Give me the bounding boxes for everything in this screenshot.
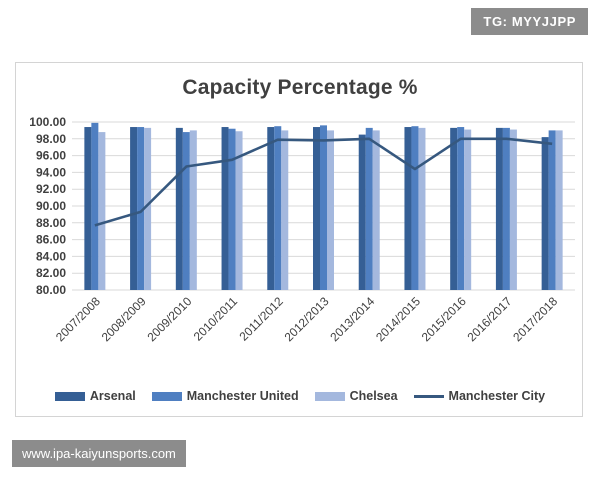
bar-2 bbox=[98, 132, 106, 290]
bar-0 bbox=[358, 134, 366, 290]
bar-2 bbox=[555, 130, 563, 290]
y-tick-label: 92.00 bbox=[36, 182, 66, 196]
bar-2 bbox=[372, 130, 380, 290]
watermark-site-badge: www.ipa-kaiyunsports.com bbox=[12, 440, 186, 467]
bar-2 bbox=[509, 129, 517, 290]
x-tick-label: 2007/2008 bbox=[53, 294, 103, 344]
bar-2 bbox=[281, 130, 289, 290]
bar-1 bbox=[91, 122, 99, 290]
x-tick-label: 2010/2011 bbox=[191, 294, 241, 344]
bar-1 bbox=[457, 127, 465, 290]
watermark-tg-badge: TG: MYYJJPP bbox=[471, 8, 588, 35]
x-tick-label: 2017/2018 bbox=[510, 294, 560, 344]
legend-label-chelsea: Chelsea bbox=[349, 389, 398, 403]
bar-0 bbox=[313, 127, 320, 290]
bar-0 bbox=[84, 127, 92, 290]
x-tick-label: 2016/2017 bbox=[465, 294, 515, 344]
bar-1 bbox=[274, 126, 282, 290]
bar-2 bbox=[235, 131, 243, 290]
bar-2 bbox=[327, 130, 334, 290]
x-tick-label: 2012/2013 bbox=[282, 294, 332, 344]
legend-item-manchester-united: Manchester United bbox=[151, 389, 299, 403]
x-tick-label: 2015/2016 bbox=[419, 294, 469, 344]
bar-2 bbox=[189, 130, 197, 290]
bar-0 bbox=[175, 127, 183, 290]
y-tick-label: 94.00 bbox=[36, 165, 66, 179]
bar-0 bbox=[495, 127, 503, 290]
bar-1 bbox=[502, 127, 510, 290]
bar-1 bbox=[411, 126, 419, 290]
bar-0 bbox=[221, 127, 229, 290]
bar-1 bbox=[228, 128, 236, 290]
legend-item-manchester-city: Manchester City bbox=[413, 389, 546, 403]
legend-label-arsenal: Arsenal bbox=[89, 389, 136, 403]
chart-title: Capacity Percentage % bbox=[182, 76, 418, 99]
bar-1 bbox=[320, 125, 327, 290]
bar-1 bbox=[182, 132, 190, 290]
legend: Arsenal Manchester United Chelsea Manche… bbox=[0, 387, 600, 405]
legend-label-manchester-united: Manchester United bbox=[186, 389, 299, 403]
y-tick-label: 86.00 bbox=[36, 233, 66, 247]
x-tick-label: 2013/2014 bbox=[327, 294, 377, 344]
y-tick-label: 82.00 bbox=[36, 266, 66, 280]
x-tick-label: 2009/2010 bbox=[144, 294, 194, 344]
y-tick-label: 88.00 bbox=[36, 216, 66, 230]
y-tick-label: 90.00 bbox=[36, 199, 66, 213]
bar-0 bbox=[541, 137, 549, 290]
bar-1 bbox=[548, 130, 556, 290]
legend-item-arsenal: Arsenal bbox=[54, 389, 136, 403]
x-tick-label: 2008/2009 bbox=[99, 294, 149, 344]
x-tick-label: 2011/2012 bbox=[237, 294, 287, 344]
bar-0 bbox=[404, 127, 412, 290]
bar-2 bbox=[418, 127, 426, 290]
bar-1 bbox=[365, 127, 373, 290]
x-tick-label: 2014/2015 bbox=[373, 294, 423, 344]
bar-1 bbox=[137, 127, 145, 290]
legend-swatch-manchester-city bbox=[413, 394, 444, 398]
legend-swatch-arsenal bbox=[54, 391, 85, 401]
legend-swatch-manchester-united bbox=[151, 391, 182, 401]
legend-label-manchester-city: Manchester City bbox=[448, 389, 546, 403]
y-tick-label: 80.00 bbox=[36, 283, 66, 297]
bar-0 bbox=[130, 127, 138, 290]
bar-2 bbox=[464, 129, 472, 290]
legend-swatch-chelsea bbox=[314, 391, 345, 401]
y-tick-label: 100.00 bbox=[29, 115, 66, 129]
y-tick-label: 98.00 bbox=[36, 132, 66, 146]
line-series-manchester-city bbox=[94, 137, 553, 227]
bar-0 bbox=[450, 127, 458, 290]
y-tick-label: 96.00 bbox=[36, 149, 66, 163]
bar-2 bbox=[144, 127, 152, 290]
legend-item-chelsea: Chelsea bbox=[314, 389, 398, 403]
y-tick-label: 84.00 bbox=[36, 249, 66, 263]
bar-0 bbox=[267, 127, 275, 290]
